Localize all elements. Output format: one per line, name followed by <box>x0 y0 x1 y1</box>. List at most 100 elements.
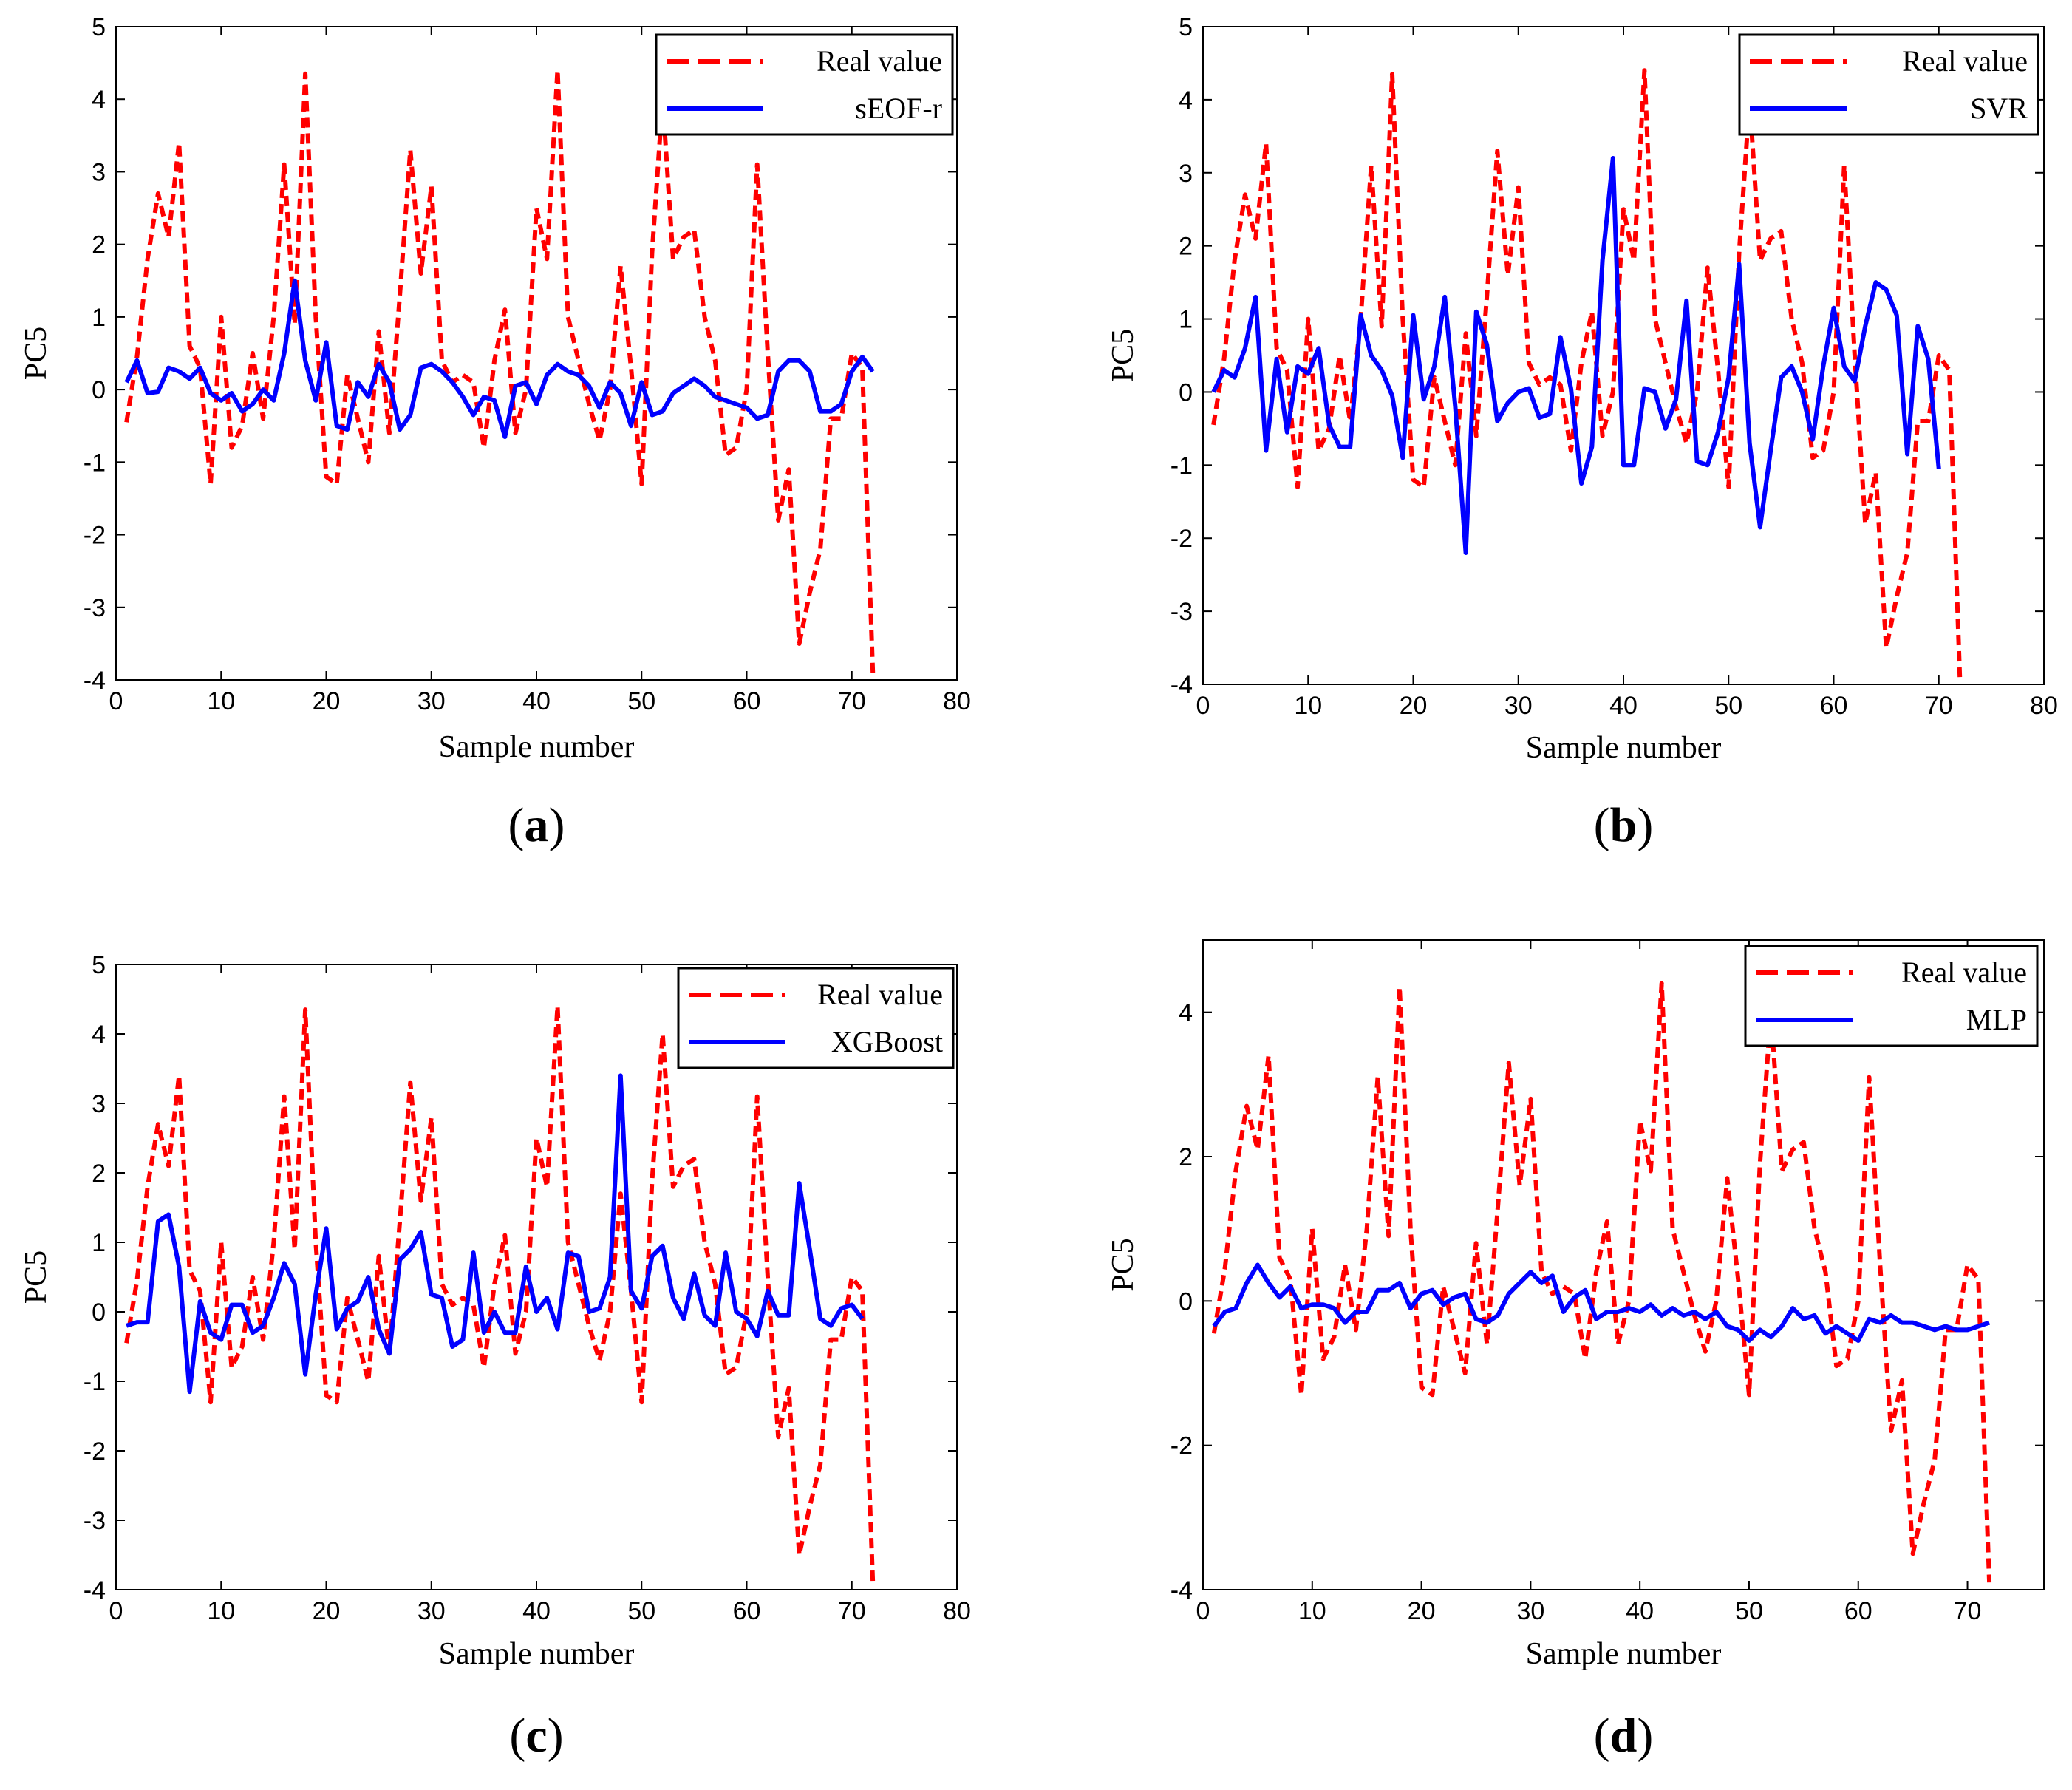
y-tick-label: 1 <box>92 1229 106 1257</box>
x-tick-label: 60 <box>1820 692 1848 720</box>
y-axis-label: PC5 <box>1106 1238 1140 1291</box>
series-line-real-value <box>124 67 876 673</box>
x-axis-label: Sample number <box>439 1637 635 1671</box>
y-tick-label: 0 <box>92 1299 106 1327</box>
y-tick-label: -2 <box>84 1437 106 1466</box>
series-line-seof-r <box>124 278 875 439</box>
x-tick-label: 10 <box>207 1597 235 1625</box>
chart-panel-c: 0 10 20 30 40 50 60 70 80 -4 -3 -2 -1 0 1 2 3 4 5 Sample nu… <box>19 951 971 1763</box>
panel-caption: (d) <box>1594 1709 1654 1763</box>
y-tick-label: -3 <box>1170 598 1193 626</box>
x-tick-label: 0 <box>1196 1597 1210 1625</box>
y-tick-label: 0 <box>1179 378 1193 406</box>
legend-label: sEOF-r <box>855 92 942 125</box>
legend-label: MLP <box>1966 1003 2027 1036</box>
legend: Real value MLP <box>1744 945 2039 1047</box>
y-tick-label: 3 <box>92 158 106 186</box>
x-tick-label: 30 <box>1504 692 1533 720</box>
y-tick-label: 0 <box>92 376 106 404</box>
y-tick-label: -4 <box>84 1576 106 1604</box>
panel-caption: (a) <box>508 798 565 852</box>
x-tick-label: 70 <box>838 1597 866 1625</box>
x-tick-label: 70 <box>1925 692 1953 720</box>
x-tick-label: 10 <box>1298 1597 1326 1625</box>
x-tick-label: 80 <box>943 687 971 715</box>
y-tick-label: -1 <box>84 449 106 477</box>
legend-label: SVR <box>1970 92 2028 125</box>
chart-panel-d: 0 10 20 30 40 50 60 70 -4 -2 0 2 4 Sample number PC5 Re… <box>1106 939 2045 1763</box>
x-tick-label: 0 <box>109 1597 123 1625</box>
panel-caption-letter: a <box>525 798 549 852</box>
x-tick-label: 80 <box>2030 692 2058 720</box>
x-tick-label: 10 <box>1294 692 1322 720</box>
legend: Real value sEOF-r <box>655 33 954 136</box>
legend-box <box>677 967 955 1069</box>
x-tick-label: 20 <box>1408 1597 1436 1625</box>
y-tick-label: -1 <box>1170 452 1193 480</box>
panel-caption: (c) <box>509 1709 563 1763</box>
series-line-real-value <box>124 1004 876 1583</box>
x-tick-label: 30 <box>1516 1597 1544 1625</box>
series-line-mlp <box>1212 1262 1991 1343</box>
y-tick-label: 5 <box>92 951 106 979</box>
y-tick-label: 2 <box>1179 1143 1193 1171</box>
x-tick-label: 70 <box>838 687 866 715</box>
y-tick-label: 1 <box>92 304 106 332</box>
x-tick-label: 30 <box>418 1597 446 1625</box>
y-tick-label: -3 <box>84 1507 106 1535</box>
y-tick-label: 0 <box>1179 1287 1193 1316</box>
y-tick-label: 4 <box>1179 999 1193 1027</box>
plot-area <box>1202 939 2045 1590</box>
panel-caption: (b) <box>1594 798 1654 852</box>
y-tick-label: 3 <box>92 1090 106 1118</box>
x-tick-label: 70 <box>1954 1597 1982 1625</box>
legend-label: Real value <box>1902 44 2028 78</box>
y-tick-label: 3 <box>1179 160 1193 188</box>
legend-label: Real value <box>817 978 943 1011</box>
x-tick-label: 50 <box>627 1597 655 1625</box>
legend-box <box>1744 945 2039 1047</box>
x-tick-label: 0 <box>109 687 123 715</box>
y-tick-label: -2 <box>1170 525 1193 553</box>
panel-caption-letter: b <box>1610 798 1638 852</box>
y-tick-label: -3 <box>84 594 106 622</box>
y-tick-label: 5 <box>92 13 106 41</box>
series-line-real-value <box>1211 68 1963 678</box>
y-tick-label: 5 <box>1179 13 1193 41</box>
y-axis-label: PC5 <box>19 1250 53 1304</box>
series-line-real-value <box>1211 981 1992 1583</box>
x-tick-label: 40 <box>1626 1597 1654 1625</box>
x-axis-label: Sample number <box>439 730 635 764</box>
x-axis-label: Sample number <box>1526 1637 1722 1671</box>
y-tick-label: 2 <box>92 231 106 259</box>
y-tick-label: -1 <box>84 1368 106 1396</box>
y-tick-label: -2 <box>84 522 106 550</box>
legend-label: Real value <box>1901 956 2027 989</box>
y-axis-label: PC5 <box>1106 329 1140 382</box>
y-axis-label: PC5 <box>19 327 53 380</box>
legend-box <box>655 33 954 136</box>
x-tick-label: 40 <box>1609 692 1638 720</box>
chart-panel-a: 0 10 20 30 40 50 60 70 80 -4 -3 -2 -1 0 1 2 3 4 5 Sample nu… <box>19 13 971 852</box>
series-line-xgboost <box>126 1073 865 1395</box>
x-tick-label: 40 <box>522 1597 551 1625</box>
x-tick-label: 30 <box>418 687 446 715</box>
y-tick-label: 4 <box>1179 86 1193 115</box>
x-tick-label: 60 <box>733 1597 761 1625</box>
legend-box <box>1738 33 2039 136</box>
legend: Real value SVR <box>1738 33 2039 136</box>
x-axis-label: Sample number <box>1526 731 1722 765</box>
panel-caption-letter: c <box>525 1709 547 1763</box>
legend-label: XGBoost <box>831 1025 943 1058</box>
x-tick-label: 20 <box>1400 692 1428 720</box>
y-tick-label: -4 <box>1170 671 1193 699</box>
y-tick-label: 1 <box>1179 306 1193 334</box>
legend-label: Real value <box>817 44 942 78</box>
chart-panel-b: 0 10 20 30 40 50 60 70 80 -4 -3 -2 -1 0 1 2 3 4 5 Sample nu… <box>1106 13 2058 852</box>
y-tick-label: 4 <box>92 86 106 114</box>
x-tick-label: 20 <box>313 1597 341 1625</box>
x-tick-label: 80 <box>943 1597 971 1625</box>
x-tick-label: 60 <box>733 687 761 715</box>
x-tick-label: 60 <box>1844 1597 1872 1625</box>
